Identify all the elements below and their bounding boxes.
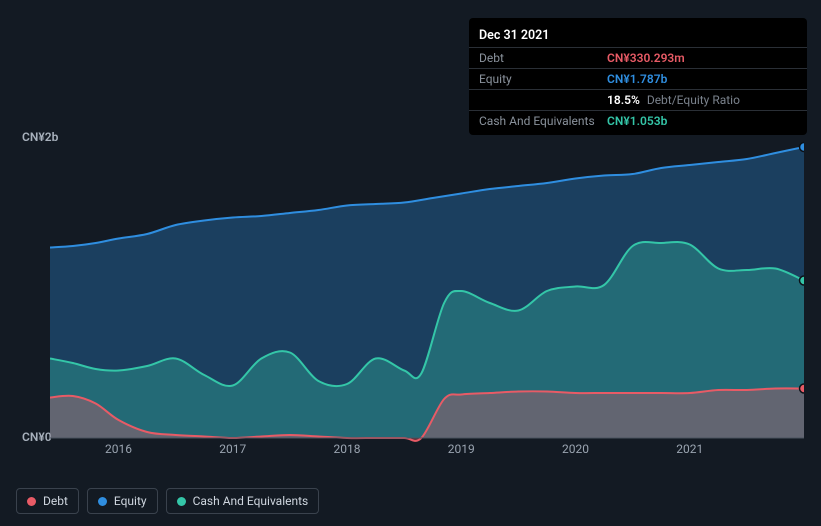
tooltip-row: Cash And EquivalentsCN¥1.053b: [469, 110, 807, 131]
legend-dot-icon: [27, 497, 36, 506]
tooltip-row-value: CN¥1.053b: [607, 114, 667, 128]
tooltip-row: EquityCN¥1.787b: [469, 68, 807, 89]
legend-item-label: Equity: [114, 494, 147, 508]
tooltip-row: DebtCN¥330.293m: [469, 47, 807, 68]
legend-item-label: Debt: [43, 494, 68, 508]
tooltip-row: 18.5% Debt/Equity Ratio: [469, 89, 807, 110]
series-endpoint-dot: [800, 384, 805, 393]
debt-equity-chart: CN¥2bCN¥0 201620172018201920202021: [14, 120, 807, 480]
x-axis-labels: 2016 2017 2018 2019 2020 2021: [50, 442, 804, 462]
tooltip-row-value: 18.5% Debt/Equity Ratio: [607, 93, 740, 107]
tooltip-rows: DebtCN¥330.293mEquityCN¥1.787b18.5% Debt…: [469, 47, 807, 131]
tooltip-row-label: Debt: [479, 51, 607, 65]
plot-area: [50, 138, 804, 438]
chart-tooltip: Dec 31 2021 DebtCN¥330.293mEquityCN¥1.78…: [469, 18, 807, 135]
legend-item[interactable]: Debt: [16, 488, 79, 514]
legend-dot-icon: [98, 497, 107, 506]
tooltip-row-value: CN¥330.293m: [607, 51, 685, 65]
x-axis-tick-label: 2021: [676, 442, 703, 456]
legend-item-label: Cash And Equivalents: [193, 494, 309, 508]
x-axis-tick-label: 2017: [219, 442, 246, 456]
series-endpoint-dot: [800, 143, 805, 152]
chart-svg: [50, 138, 804, 444]
tooltip-row-value: CN¥1.787b: [607, 72, 667, 86]
x-axis-tick-label: 2019: [448, 442, 475, 456]
legend-dot-icon: [177, 497, 186, 506]
series-endpoint-dot: [800, 276, 805, 285]
tooltip-row-label: Equity: [479, 72, 607, 86]
y-axis-tick-label: CN¥0: [22, 430, 52, 444]
legend-item[interactable]: Equity: [87, 488, 158, 514]
tooltip-row-extra: Debt/Equity Ratio: [644, 93, 740, 107]
x-axis-tick-label: 2020: [562, 442, 589, 456]
tooltip-row-label: [479, 93, 607, 107]
chart-legend: Debt Equity Cash And Equivalents: [16, 488, 319, 514]
x-axis-tick-label: 2016: [105, 442, 132, 456]
legend-item[interactable]: Cash And Equivalents: [166, 488, 320, 514]
x-axis-tick-label: 2018: [334, 442, 361, 456]
tooltip-date: Dec 31 2021: [469, 22, 807, 47]
tooltip-row-label: Cash And Equivalents: [479, 114, 607, 128]
